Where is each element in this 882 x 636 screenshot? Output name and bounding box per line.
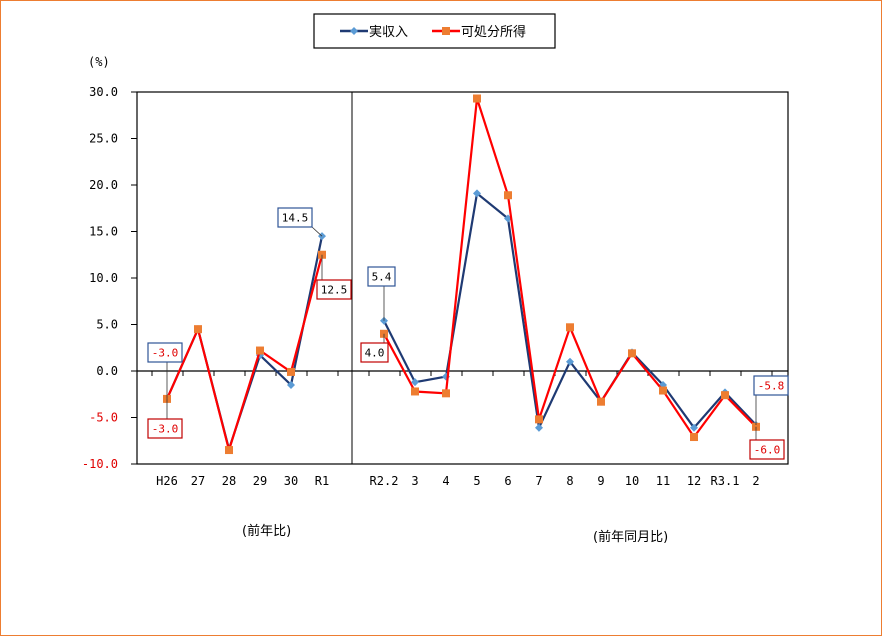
square-marker-icon (628, 349, 636, 358)
x-tick-label: 6 (504, 474, 511, 488)
x-tick-label: 3 (411, 474, 418, 488)
data-label-box (277, 207, 313, 228)
section-label-annual: (前年比) (242, 523, 291, 539)
legend-item-income: 実収入 (340, 24, 408, 40)
x-tick-label: H26 (156, 474, 178, 488)
square-marker-icon (442, 27, 450, 35)
x-tick-label: 27 (191, 474, 205, 488)
plot-border (136, 91, 789, 465)
data-label-box (147, 418, 183, 439)
x-tick-label: 7 (535, 474, 542, 488)
data-label-text: 5.4 (372, 271, 392, 284)
square-marker-icon (225, 446, 233, 455)
series-income (163, 189, 760, 454)
data-label-text: -3.0 (152, 423, 179, 436)
y-tick-label: 30.0 (89, 85, 118, 99)
x-tick-label: R2.2 (370, 474, 399, 488)
square-marker-icon (566, 323, 574, 332)
x-tick-label: 8 (566, 474, 573, 488)
x-tick-label: R3.1 (711, 474, 740, 488)
data-label-box (753, 375, 789, 396)
data-label-box (367, 266, 396, 287)
y-axis-unit: (%) (88, 55, 110, 69)
square-marker-icon (504, 191, 512, 200)
data-label-text: 14.5 (282, 212, 309, 225)
square-marker-icon (473, 94, 481, 103)
data-label-text: 4.0 (365, 347, 385, 360)
square-marker-icon (659, 386, 667, 395)
x-tick-label: 30 (284, 474, 298, 488)
diamond-marker-icon (690, 423, 698, 432)
square-marker-icon (690, 433, 698, 442)
square-marker-icon (287, 367, 295, 376)
diamond-marker-icon (350, 27, 358, 35)
y-tick-label: 20.0 (89, 178, 118, 192)
x-tick-label: R1 (315, 474, 329, 488)
x-tick-label: 4 (442, 474, 449, 488)
data-label-text: -3.0 (152, 347, 179, 360)
data-label-text: -5.8 (758, 380, 785, 393)
x-tick-label: 2 (752, 474, 759, 488)
legend-label-disposable: 可処分所得 (461, 24, 526, 40)
data-label-box (749, 439, 785, 460)
y-tick-label: 25.0 (89, 132, 118, 146)
square-marker-icon (721, 391, 729, 400)
x-tick-label: 29 (253, 474, 267, 488)
diamond-marker-icon (287, 380, 295, 389)
x-tick-label: 10 (625, 474, 639, 488)
square-marker-icon (411, 387, 419, 396)
data-label-text: 12.5 (321, 284, 348, 297)
square-marker-icon (597, 397, 605, 406)
y-tick-label: -5.0 (89, 411, 118, 425)
section-label-monthly: (前年同月比) (593, 529, 668, 545)
data-label-box (147, 342, 183, 363)
y-axis: 30.0 25.0 20.0 15.0 10.0 5.0 0.0 -5.0 -10.0 (82, 85, 137, 471)
y-tick-label: 5.0 (96, 318, 118, 332)
diamond-marker-icon (473, 189, 481, 198)
y-tick-label: 10.0 (89, 271, 118, 285)
data-label-text: -6.0 (754, 444, 781, 457)
series-disposable-income (163, 94, 760, 455)
diamond-marker-icon (411, 378, 419, 387)
x-tick-label: 28 (222, 474, 236, 488)
data-label-box (316, 279, 352, 300)
x-tick-label: 5 (473, 474, 480, 488)
y-tick-label: 0.0 (96, 364, 118, 378)
legend-item-disposable: 可処分所得 (432, 24, 526, 40)
data-labels: -3.0 -3.0 14.5 12.5 5.4 4.0 -5.8 -6.0 (147, 207, 789, 460)
x-tick-label: 12 (687, 474, 701, 488)
square-marker-icon (256, 346, 264, 355)
x-tick-label: 11 (656, 474, 670, 488)
diamond-marker-icon (566, 357, 574, 366)
x-axis: H26 27 28 29 30 R1 R2.2 3 4 5 6 7 8 9 10 11 12 R3.1 2 (151, 371, 773, 488)
legend-label-income: 実収入 (369, 24, 408, 40)
diamond-marker-icon (535, 423, 543, 432)
square-marker-icon (442, 389, 450, 398)
y-tick-label: -10.0 (82, 457, 118, 471)
y-tick-label: 15.0 (89, 225, 118, 239)
x-tick-label: 9 (597, 474, 604, 488)
legend: 実収入 可処分所得 (313, 13, 556, 49)
square-marker-icon (535, 415, 543, 424)
square-marker-icon (194, 325, 202, 334)
series-lines (163, 94, 760, 455)
data-label-box (360, 342, 389, 363)
